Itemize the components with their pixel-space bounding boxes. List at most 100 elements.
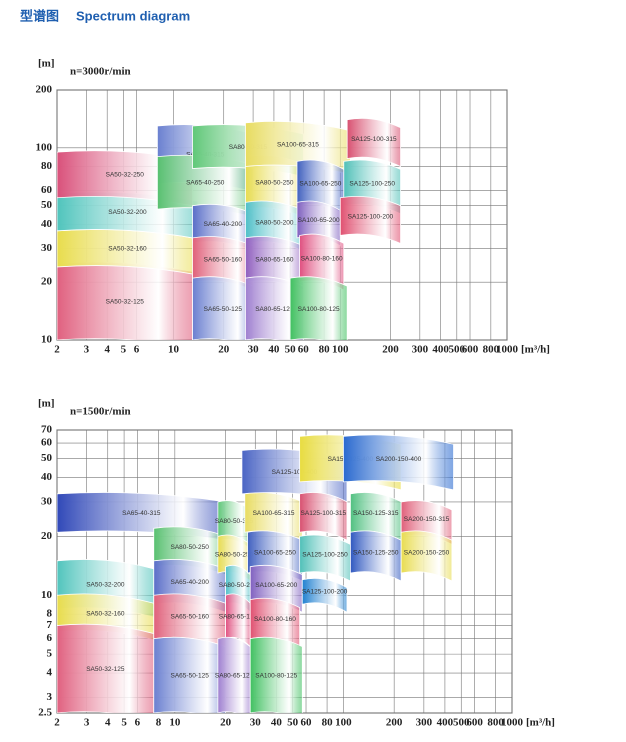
x-tick-label: 4 bbox=[104, 344, 110, 356]
y-tick-label: 4 bbox=[47, 667, 53, 679]
x-tick-label: 3 bbox=[84, 717, 90, 729]
y-tick-label: 40 bbox=[41, 218, 53, 230]
region-label: SA100-80-160 bbox=[301, 256, 343, 263]
y-unit: [m] bbox=[38, 398, 55, 410]
region-label: SA150-125-315 bbox=[353, 510, 399, 517]
y-tick-label: 10 bbox=[41, 589, 53, 601]
region-label: SA125-100-200 bbox=[348, 213, 394, 220]
region-label: SA80-50-250 bbox=[255, 180, 294, 187]
region-label: SA50-32-125 bbox=[106, 298, 145, 305]
speed-label: n=3000r/min bbox=[70, 66, 131, 78]
region-label: SA150-125-250 bbox=[353, 549, 399, 556]
region-label: SA100-65-250 bbox=[254, 549, 296, 556]
pump-region bbox=[299, 492, 348, 541]
region-label: SA65-40-250 bbox=[186, 180, 225, 187]
region-label: SA65-40-200 bbox=[204, 221, 243, 228]
region-label: SA50-32-160 bbox=[86, 610, 125, 617]
region-label: SA125-100-250 bbox=[349, 180, 395, 187]
x-tick-label: 60 bbox=[301, 717, 313, 729]
pump-region bbox=[192, 276, 254, 340]
y-tick-label: 20 bbox=[41, 276, 53, 288]
pump-region bbox=[299, 534, 351, 582]
x-unit: [m³/h] bbox=[521, 344, 550, 356]
x-tick-label: 200 bbox=[386, 717, 403, 729]
x-tick-label: 5 bbox=[121, 717, 127, 729]
region-label: SA65-40-315 bbox=[122, 510, 161, 517]
region-label: SA100-80-125 bbox=[255, 673, 297, 680]
x-tick-label: 500 bbox=[453, 717, 470, 729]
y-tick-label: 8 bbox=[47, 608, 53, 620]
region-label: SA50-32-160 bbox=[108, 246, 147, 253]
pump-region bbox=[289, 276, 348, 340]
x-tick-label: 30 bbox=[248, 344, 260, 356]
x-tick-label: 6 bbox=[135, 717, 141, 729]
x-tick-label: 30 bbox=[250, 717, 262, 729]
region-label: SA100-65-200 bbox=[255, 582, 297, 589]
y-tick-label: 7 bbox=[47, 619, 53, 631]
region-label: SA100-80-125 bbox=[298, 306, 340, 313]
regions: SA50-32-125 SA50-32-160 SA50-32-200 SA50-32… bbox=[57, 117, 401, 340]
y-tick-label: 20 bbox=[41, 530, 53, 542]
x-tick-label: 300 bbox=[412, 344, 429, 356]
title-en: Spectrum diagram bbox=[76, 8, 190, 23]
y-tick-label: 50 bbox=[41, 452, 53, 464]
y-tick-label: 200 bbox=[36, 84, 53, 96]
region-label: SA125-100-250 bbox=[302, 551, 348, 558]
x-tick-label: 80 bbox=[322, 717, 334, 729]
x-tick-label: 1000 bbox=[496, 344, 519, 356]
y-tick-label: 100 bbox=[36, 141, 53, 153]
x-tick-label: 60 bbox=[298, 344, 310, 356]
x-tick-label: 300 bbox=[416, 717, 433, 729]
region-label: SA200-150-250 bbox=[404, 549, 450, 556]
y-tick-label: 40 bbox=[41, 471, 53, 483]
speed-label: n=1500r/min bbox=[70, 406, 131, 418]
x-tick-label: 500 bbox=[449, 344, 466, 356]
y-unit: [m] bbox=[38, 58, 55, 70]
region-label: SA80-50-200 bbox=[219, 582, 258, 589]
region-label: SA100-65-250 bbox=[299, 180, 341, 187]
x-tick-label: 50 bbox=[285, 344, 297, 356]
pump-region bbox=[217, 636, 251, 713]
x-tick-label: 10 bbox=[168, 344, 180, 356]
region-label: SA80-50-315 bbox=[215, 518, 254, 525]
region-label: SA80-65-160 bbox=[255, 257, 294, 264]
x-tick-label: 2 bbox=[54, 717, 60, 729]
region-label: SA50-32-200 bbox=[108, 209, 147, 216]
pump-region bbox=[153, 636, 226, 713]
region-label: SA50-32-250 bbox=[106, 172, 145, 179]
x-tick-label: 2 bbox=[54, 344, 60, 356]
y-tick-label: 70 bbox=[41, 424, 53, 436]
y-tick-label: 3 bbox=[47, 691, 53, 703]
y-tick-label: 80 bbox=[41, 160, 53, 172]
x-tick-label: 1000 bbox=[501, 717, 524, 729]
x-tick-label: 400 bbox=[432, 344, 449, 356]
region-label: SA125-100-400 bbox=[272, 469, 318, 476]
pump-region bbox=[339, 195, 401, 245]
pump-region bbox=[301, 578, 348, 613]
y-tick-label: 60 bbox=[41, 437, 53, 449]
y-tick-label: 60 bbox=[41, 184, 53, 196]
y-tick-label: 10 bbox=[41, 334, 53, 346]
x-tick-label: 800 bbox=[483, 344, 500, 356]
x-tick-label: 40 bbox=[268, 344, 280, 356]
region-label: SA100-65-315 bbox=[277, 141, 319, 148]
region-label: SA125-100-315 bbox=[301, 510, 347, 517]
x-tick-label: 8 bbox=[156, 717, 162, 729]
x-tick-label: 200 bbox=[382, 344, 399, 356]
x-tick-label: 800 bbox=[487, 717, 504, 729]
region-label: SA125-100-315 bbox=[351, 136, 397, 143]
region-label: SA80-65-125 bbox=[215, 673, 254, 680]
pump-region bbox=[400, 530, 453, 582]
region-label: SA100-65-200 bbox=[298, 217, 340, 224]
x-tick-label: 20 bbox=[220, 717, 232, 729]
region-label: SA125-100-200 bbox=[302, 589, 348, 596]
region-label: SA80-50-250 bbox=[215, 551, 254, 558]
x-tick-label: 600 bbox=[466, 717, 483, 729]
region-label: SA50-32-200 bbox=[86, 582, 125, 589]
y-tick-label: 30 bbox=[41, 242, 53, 254]
region-label: SA80-50-200 bbox=[255, 219, 294, 226]
y-tick-label: 30 bbox=[41, 495, 53, 507]
